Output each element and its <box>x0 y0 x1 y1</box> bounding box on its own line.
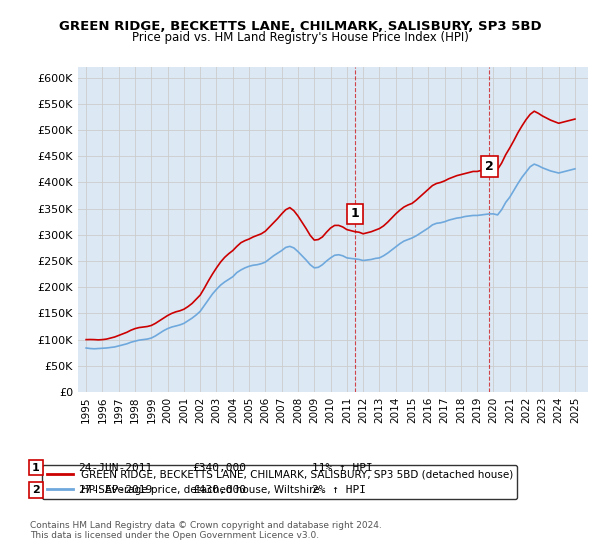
Text: 2: 2 <box>485 160 494 173</box>
Text: £430,000: £430,000 <box>192 485 246 495</box>
Text: £340,000: £340,000 <box>192 463 246 473</box>
Text: 1: 1 <box>350 207 359 221</box>
Legend: GREEN RIDGE, BECKETTS LANE, CHILMARK, SALISBURY, SP3 5BD (detached house), HPI: : GREEN RIDGE, BECKETTS LANE, CHILMARK, SA… <box>43 465 517 499</box>
Text: GREEN RIDGE, BECKETTS LANE, CHILMARK, SALISBURY, SP3 5BD: GREEN RIDGE, BECKETTS LANE, CHILMARK, SA… <box>59 20 541 32</box>
Text: 27-SEP-2019: 27-SEP-2019 <box>78 485 152 495</box>
Text: 2: 2 <box>32 485 40 495</box>
Text: 2% ↑ HPI: 2% ↑ HPI <box>312 485 366 495</box>
Text: Contains HM Land Registry data © Crown copyright and database right 2024.
This d: Contains HM Land Registry data © Crown c… <box>30 521 382 540</box>
Text: 11% ↑ HPI: 11% ↑ HPI <box>312 463 373 473</box>
Text: Price paid vs. HM Land Registry's House Price Index (HPI): Price paid vs. HM Land Registry's House … <box>131 31 469 44</box>
Text: 24-JUN-2011: 24-JUN-2011 <box>78 463 152 473</box>
Text: 1: 1 <box>32 463 40 473</box>
